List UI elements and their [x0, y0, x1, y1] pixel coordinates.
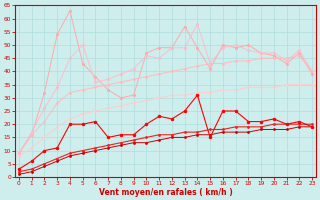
- X-axis label: Vent moyen/en rafales ( km/h ): Vent moyen/en rafales ( km/h ): [99, 188, 232, 197]
